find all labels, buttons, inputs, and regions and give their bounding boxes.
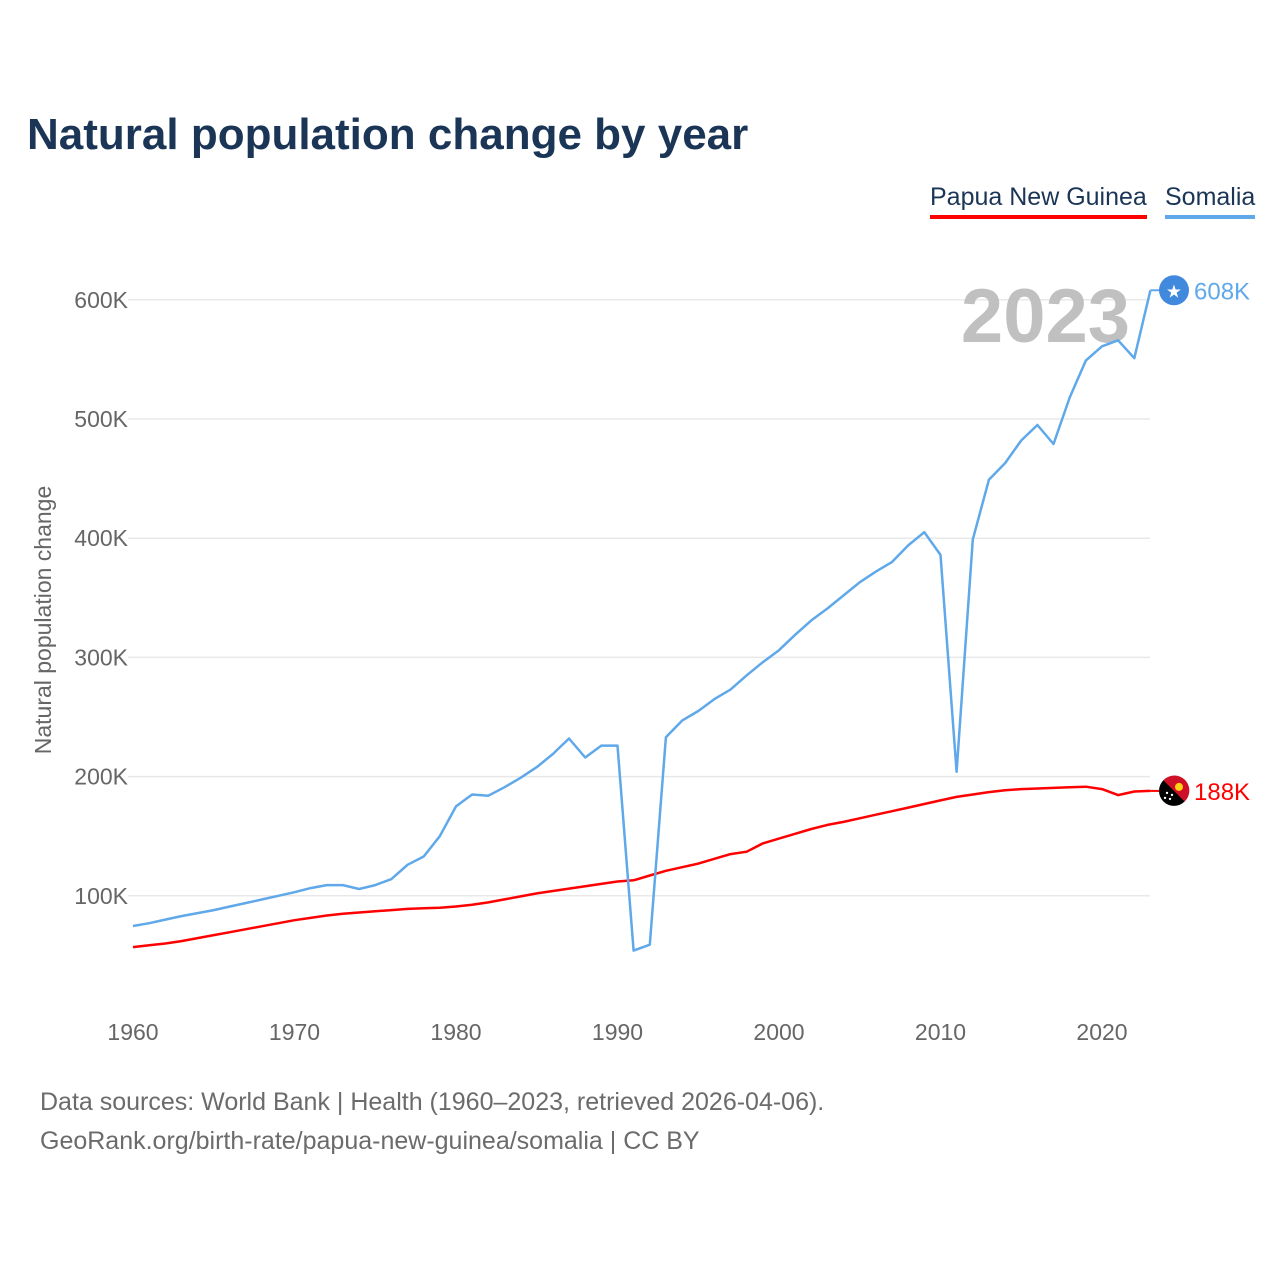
y-tick-label: 200K bbox=[74, 764, 128, 790]
x-tick-label: 2010 bbox=[915, 1019, 966, 1045]
bird-of-paradise-icon bbox=[1175, 782, 1183, 791]
x-tick-label: 1970 bbox=[269, 1019, 320, 1045]
y-tick-label: 500K bbox=[74, 406, 128, 432]
star-dot bbox=[1170, 793, 1174, 797]
y-tick-label: 100K bbox=[74, 883, 128, 909]
series-line-somalia bbox=[132, 290, 1152, 952]
y-axis-label: Natural population change bbox=[30, 486, 56, 755]
star-icon: ★ bbox=[1166, 281, 1182, 301]
legend-item-somalia[interactable]: Somalia bbox=[1165, 183, 1256, 219]
footer-attribution[interactable]: GeoRank.org/birth-rate/papua-new-guinea/… bbox=[40, 1127, 700, 1155]
x-tick-label: 1960 bbox=[107, 1019, 158, 1045]
star-dot bbox=[1168, 797, 1172, 801]
chart-title: Natural population change by year bbox=[27, 110, 749, 159]
y-tick-label: 400K bbox=[74, 525, 128, 551]
end-value-label: 188K bbox=[1194, 779, 1250, 806]
end-value-label: 608K bbox=[1194, 278, 1250, 305]
somalia-flag-icon bbox=[1159, 275, 1189, 306]
star-dot bbox=[1165, 791, 1169, 795]
x-tick-label: 1990 bbox=[592, 1019, 643, 1045]
y-tick-label: 600K bbox=[74, 287, 128, 313]
footer-sources: Data sources: World Bank | Health (1960–… bbox=[40, 1088, 825, 1116]
star-dot bbox=[1163, 796, 1167, 800]
legend-item-papua-new-guinea[interactable]: Papua New Guinea bbox=[930, 183, 1147, 219]
x-tick-label: 1980 bbox=[430, 1019, 481, 1045]
papua-new-guinea-flag-icon bbox=[1159, 775, 1190, 806]
year-watermark: 2023 bbox=[961, 274, 1130, 359]
y-tick-label: 300K bbox=[74, 644, 128, 670]
series-line-papua-new-guinea bbox=[132, 785, 1151, 949]
x-tick-label: 2020 bbox=[1076, 1019, 1127, 1045]
x-tick-label: 2000 bbox=[753, 1019, 804, 1045]
